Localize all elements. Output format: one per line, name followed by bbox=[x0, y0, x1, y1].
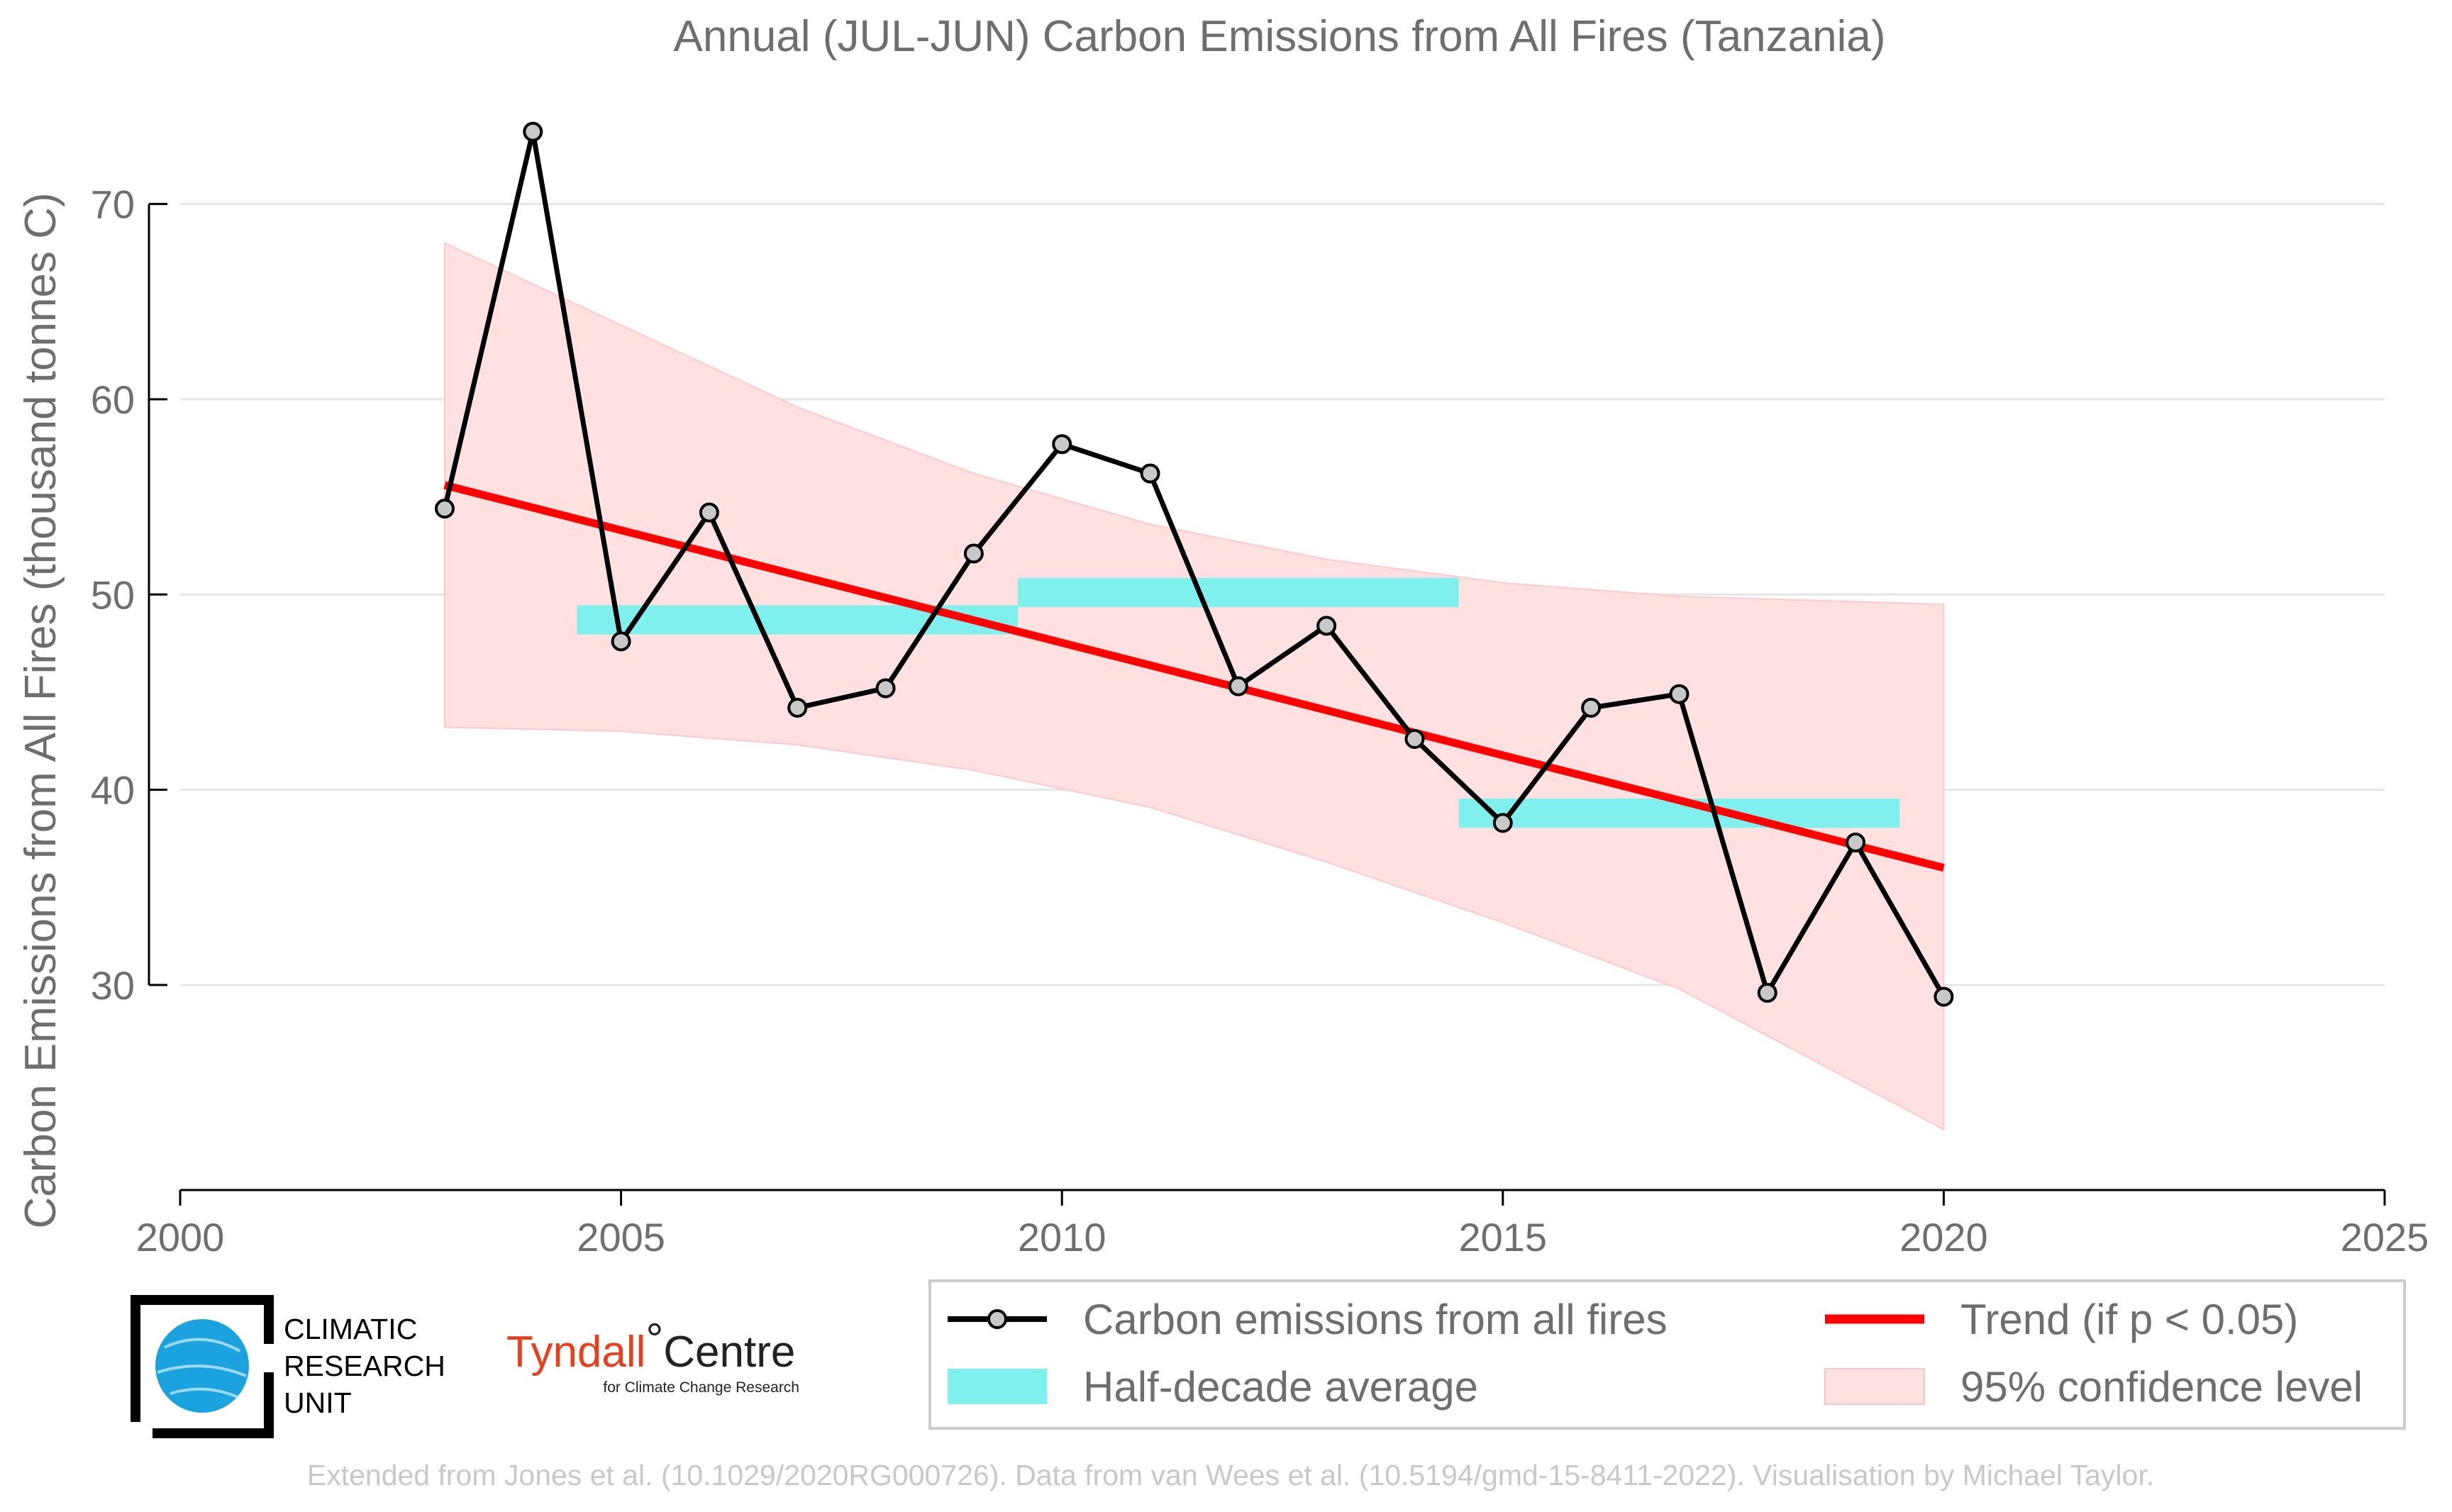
cru-logo: CLIMATIC RESEARCH UNIT bbox=[131, 1295, 445, 1438]
y-tick-label: 50 bbox=[91, 572, 135, 617]
x-tick-label: 2025 bbox=[2341, 1215, 2429, 1260]
trend-line-layer bbox=[443, 481, 1945, 872]
tyndall-logo-wordmark: Tyndall°Centre bbox=[506, 1315, 795, 1377]
emissions-point bbox=[1052, 434, 1072, 455]
y-tick-label: 40 bbox=[91, 768, 135, 813]
y-axis-label: Carbon Emissions from All Fires (thousan… bbox=[16, 192, 65, 1228]
emissions-point bbox=[1404, 729, 1425, 750]
x-tick-label: 2020 bbox=[1899, 1215, 1988, 1260]
emissions-point bbox=[875, 678, 896, 699]
globe-icon-lines bbox=[157, 1338, 247, 1399]
legend-label-emissions: Carbon emissions from all fires bbox=[1083, 1296, 1668, 1343]
legend-label-confidence: 95% confidence level bbox=[1960, 1363, 2363, 1411]
emissions-point bbox=[523, 121, 543, 142]
cru-logo-line-1: CLIMATIC bbox=[284, 1313, 417, 1345]
tyndall-logo-name: Tyndall bbox=[506, 1328, 645, 1377]
emissions-point bbox=[699, 502, 719, 523]
y-tick-label: 30 bbox=[91, 963, 135, 1008]
tyndall-logo: Tyndall°Centre for Climate Change Resear… bbox=[506, 1315, 799, 1396]
legend-swatch-confidence bbox=[1824, 1368, 1925, 1405]
cru-logo-line-3: UNIT bbox=[284, 1386, 352, 1419]
emissions-point bbox=[1934, 986, 1954, 1007]
x-tick-label: 2015 bbox=[1459, 1215, 1548, 1260]
y-tick-label: 70 bbox=[91, 182, 135, 227]
confidence-band-layer bbox=[444, 242, 1945, 1131]
half-decade-average-layer bbox=[577, 577, 1900, 828]
x-tick-label: 2000 bbox=[136, 1215, 225, 1260]
axes: 30 40 50 60 70 2000 2005 2010 2015 2020 2025 bbox=[91, 182, 2429, 1260]
credit-line: Extended from Jones et al. (10.1029/2020… bbox=[307, 1459, 2154, 1491]
confidence-band bbox=[444, 242, 1945, 1131]
emissions-series-layer bbox=[434, 121, 1954, 1007]
cru-logo-frame bbox=[131, 1295, 274, 1438]
emissions-point bbox=[1316, 616, 1337, 636]
legend-item-confidence: 95% confidence level bbox=[1824, 1363, 2363, 1411]
legend: Carbon emissions from all fires Trend (i… bbox=[928, 1279, 2406, 1430]
tyndall-logo-centre: Centre bbox=[663, 1328, 795, 1377]
emissions-line bbox=[442, 129, 1946, 999]
legend-swatch-emissions-marker bbox=[987, 1309, 1007, 1329]
half-decade-average-bar bbox=[1018, 577, 1459, 608]
emissions-point bbox=[1669, 684, 1690, 704]
legend-label-trend: Trend (if p < 0.05) bbox=[1960, 1296, 2298, 1343]
emissions-point bbox=[787, 697, 808, 718]
trend-line bbox=[443, 481, 1945, 872]
emissions-point bbox=[1757, 982, 1777, 1003]
legend-label-half-decade: Half-decade average bbox=[1083, 1363, 1478, 1411]
legend-item-emissions: Carbon emissions from all fires bbox=[948, 1296, 1668, 1343]
chart-title: Annual (JUL-JUN) Carbon Emissions from A… bbox=[674, 12, 1886, 61]
y-tick-label: 60 bbox=[91, 377, 135, 422]
emissions-point bbox=[611, 631, 631, 652]
legend-item-trend: Trend (if p < 0.05) bbox=[1825, 1296, 2298, 1343]
emissions-point bbox=[1492, 813, 1513, 833]
emissions-point bbox=[963, 543, 984, 564]
legend-frame bbox=[928, 1279, 2406, 1430]
emissions-point bbox=[1140, 463, 1160, 484]
legend-item-half-decade: Half-decade average bbox=[948, 1363, 1478, 1411]
emissions-point bbox=[1846, 832, 1866, 852]
cru-logo-line-2: RESEARCH bbox=[284, 1350, 445, 1382]
emissions-point bbox=[1228, 676, 1248, 696]
legend-swatch-half-decade bbox=[948, 1369, 1047, 1404]
emissions-point bbox=[434, 499, 455, 519]
emissions-point bbox=[1581, 697, 1602, 718]
x-tick-label: 2010 bbox=[1018, 1215, 1106, 1260]
x-tick-label: 2005 bbox=[577, 1215, 665, 1260]
tyndall-logo-subtitle: for Climate Change Research bbox=[603, 1379, 799, 1396]
tyndall-logo-degree: ° bbox=[645, 1315, 663, 1364]
